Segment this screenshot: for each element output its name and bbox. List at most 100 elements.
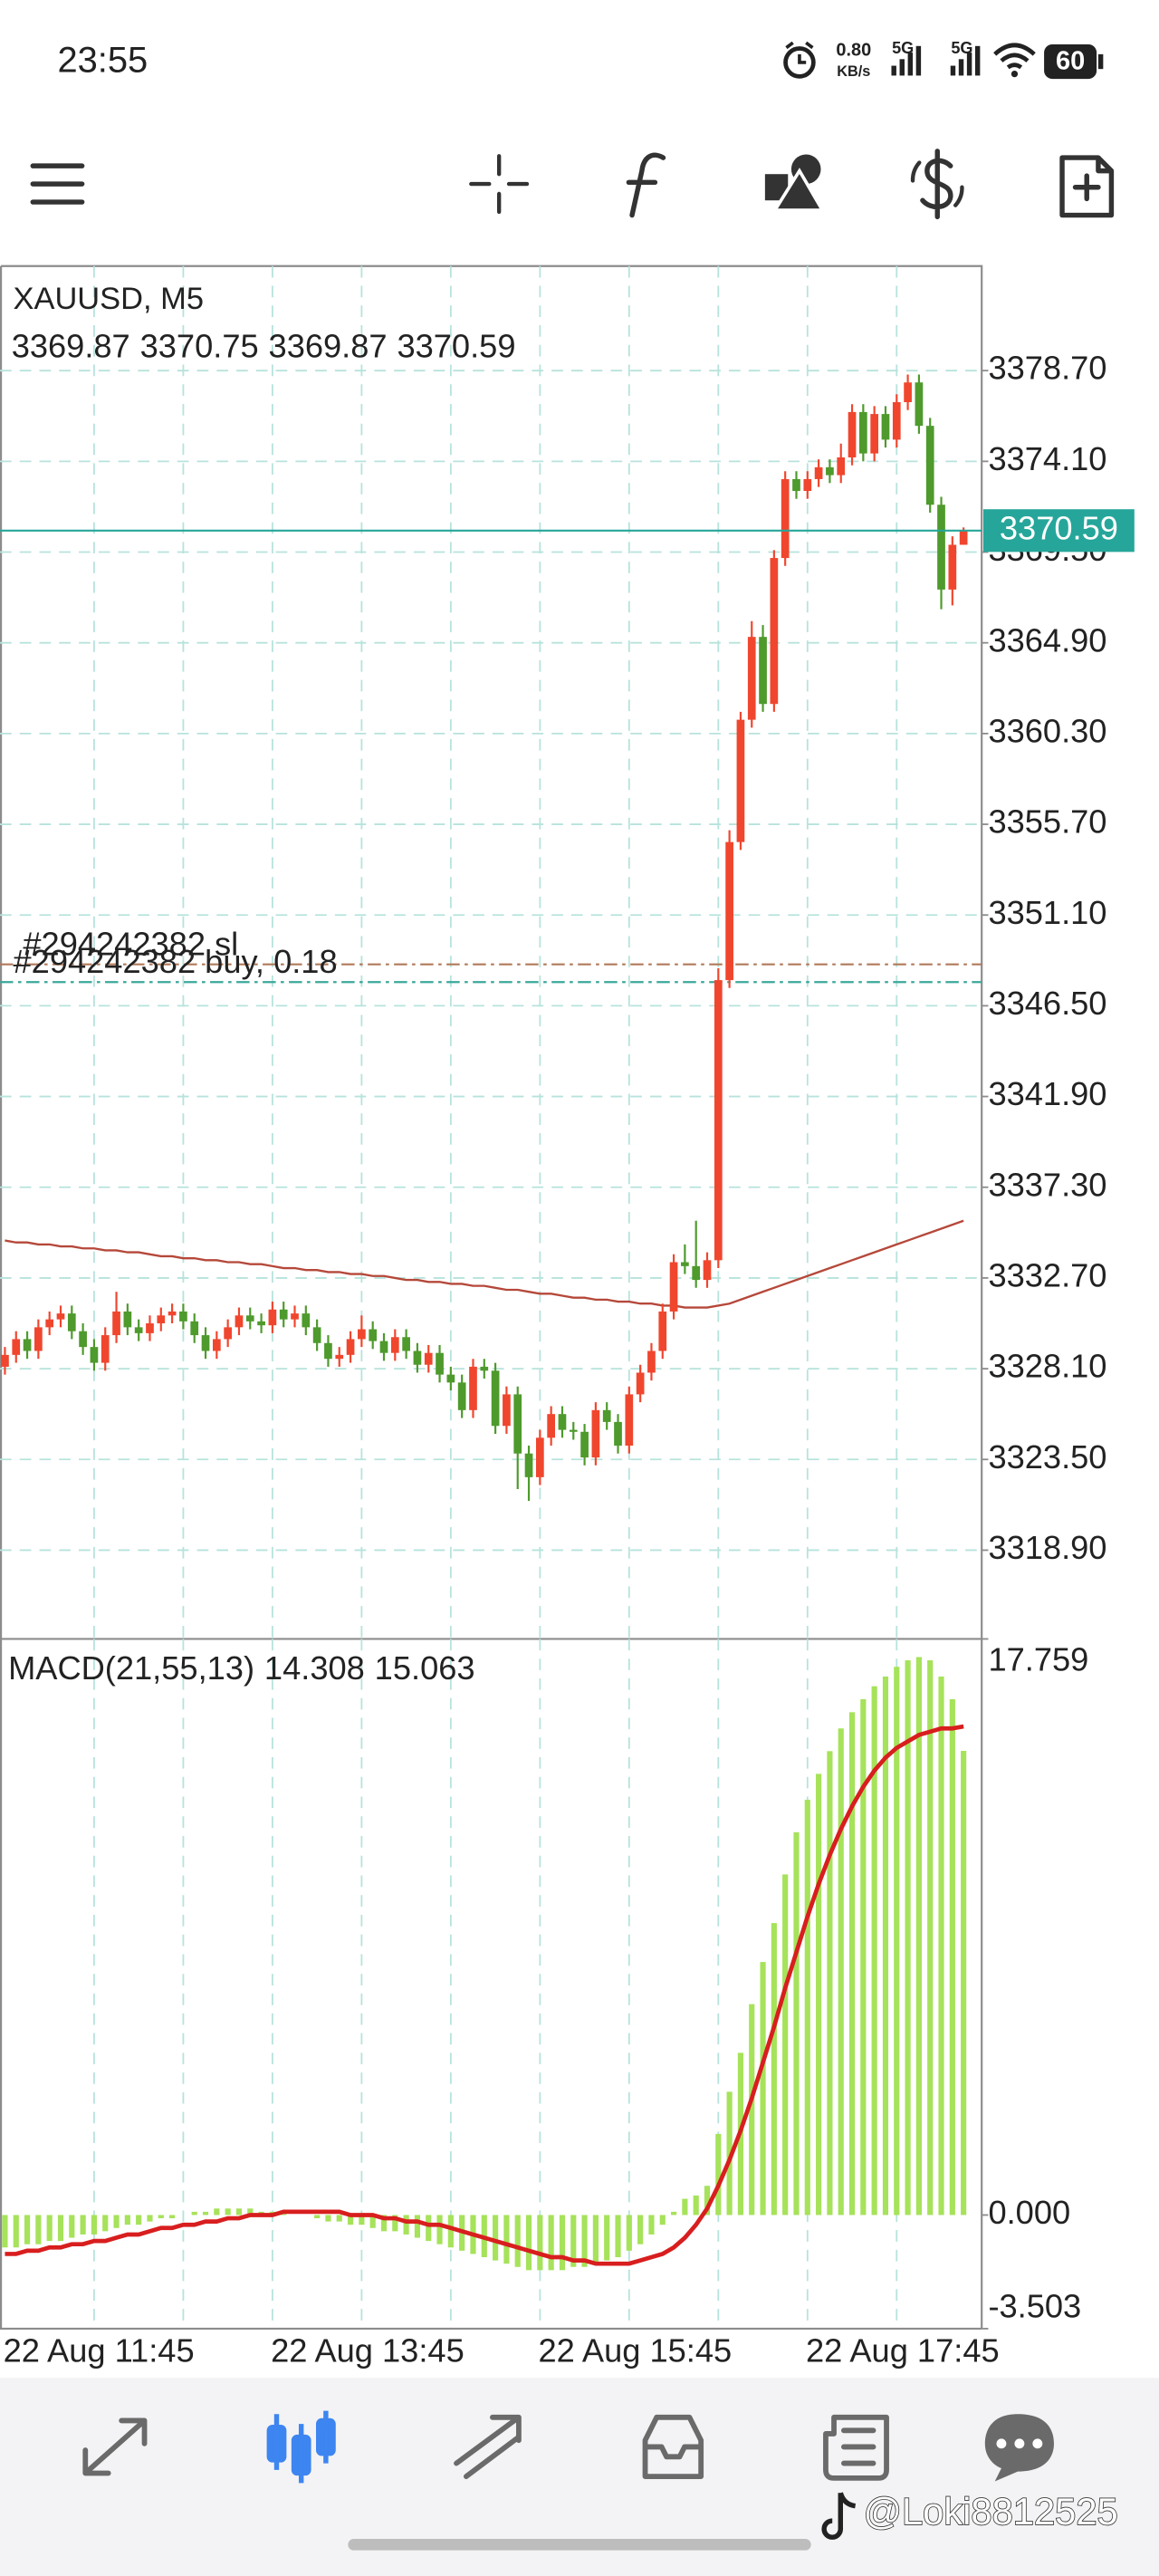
histogram-bar (938, 1676, 944, 2216)
chart-tab[interactable] (266, 2410, 336, 2484)
histogram-bar (436, 2215, 443, 2244)
net-unit: KB/s (837, 63, 870, 80)
signal-line (5, 1724, 964, 2266)
histogram-bar (848, 1712, 856, 2216)
y-tick-label: 3337.30 (988, 1166, 1106, 1203)
histogram-bar (537, 2215, 543, 2271)
candle-body (591, 1409, 600, 1458)
candle-body (904, 382, 912, 403)
menu-button[interactable] (30, 163, 85, 205)
candle-body (457, 1382, 466, 1410)
histogram-bar (648, 2215, 655, 2235)
candle-body (881, 414, 890, 440)
candle-body (402, 1337, 410, 1351)
histogram-bar (949, 1699, 955, 2216)
histogram-bar (581, 2215, 588, 2267)
y-tick-label: 17.759 (988, 1640, 1088, 1677)
candle-body (714, 980, 723, 1261)
watermark: @Loki8812525 (864, 2490, 1118, 2533)
candle-body (146, 1323, 154, 1333)
histogram-bar (493, 2215, 499, 2261)
symbol-title: XAUUSD, M5 (14, 282, 205, 316)
y-tick-label: 3374.10 (988, 440, 1106, 477)
histogram-bar (13, 2215, 19, 2248)
candle-body (602, 1409, 611, 1422)
histogram-bar (804, 1800, 810, 2216)
macd-readout: MACD(21,55,13) 14.308 15.063 (8, 1648, 474, 1686)
y-tick-label: 0.000 (988, 2194, 1070, 2231)
candle-body (658, 1311, 667, 1351)
y-tick-label: 3351.10 (988, 894, 1106, 931)
trade-tab[interactable] (454, 2414, 522, 2479)
candle-body (703, 1260, 712, 1281)
quotes-tab[interactable] (82, 2417, 148, 2476)
histogram-bar (202, 2211, 209, 2216)
histogram-bar (359, 2215, 365, 2225)
candle-body (79, 1331, 87, 1348)
candle-body (870, 414, 879, 454)
histogram-bar (704, 2186, 711, 2216)
candle-body (101, 1335, 110, 1363)
news-tab[interactable] (823, 2414, 889, 2481)
histogram-bar (225, 2208, 231, 2216)
candle-body (826, 466, 834, 476)
histogram-bar (693, 2195, 699, 2216)
candle-body (558, 1414, 567, 1430)
histogram-bar (380, 2215, 388, 2232)
new-order-button[interactable] (1059, 155, 1115, 218)
histogram-bar (860, 1699, 867, 2216)
candle-body (112, 1311, 120, 1336)
candle-body (23, 1339, 32, 1351)
histogram-bar (336, 2215, 342, 2222)
moving-average (5, 1219, 964, 1309)
battery-level: 60 (1056, 47, 1085, 76)
y-tick-label: 3378.70 (988, 350, 1106, 387)
candle-body (959, 530, 968, 545)
histogram-bar (793, 1831, 800, 2216)
histogram-bar (158, 2215, 164, 2219)
macd-value: 14.308 (264, 1648, 365, 1686)
histogram-bar (927, 1660, 934, 2216)
candle-body (925, 426, 934, 505)
crosshair-button[interactable] (469, 154, 530, 215)
candle-body (302, 1313, 311, 1328)
candle-body (469, 1366, 477, 1410)
y-tick-label: 3364.90 (988, 621, 1106, 658)
histogram-bar (80, 2215, 86, 2235)
histogram-bar (961, 1751, 967, 2216)
objects-button[interactable] (764, 154, 826, 212)
candle-body (759, 637, 767, 705)
home-indicator (348, 2538, 811, 2551)
candle-body (535, 1437, 544, 1477)
candle-body (814, 466, 823, 479)
candle-body (12, 1339, 21, 1355)
trade-button[interactable] (910, 149, 964, 220)
signal-label: 5G (892, 39, 914, 57)
histogram-bar (2, 2215, 8, 2248)
histogram-bar (247, 2208, 254, 2216)
plot-area: 22 Aug 11:45 22 Aug 13:45 22 Aug 15:45 22 A… (0, 265, 1135, 2369)
y-tick-label: 3318.90 (988, 1529, 1106, 1566)
histogram-bar (525, 2215, 532, 2271)
candle-body (636, 1372, 645, 1395)
history-tab[interactable] (642, 2414, 704, 2479)
histogram-bar (659, 2215, 666, 2225)
histogram-bar (57, 2215, 64, 2242)
candle-body (725, 841, 733, 981)
candle-body (524, 1453, 533, 1477)
candle-body (513, 1394, 522, 1454)
histogram-bar (548, 2215, 554, 2271)
candle-body (792, 478, 800, 492)
histogram-bar (726, 2091, 733, 2216)
candle-body (547, 1414, 556, 1438)
candle-body (268, 1309, 277, 1326)
candle-body (56, 1313, 65, 1320)
chat-tab[interactable] (984, 2414, 1054, 2482)
signal-label: 5G (951, 39, 972, 57)
histogram-bar (682, 2198, 688, 2216)
candle-body (747, 637, 756, 720)
candle-body (848, 411, 857, 457)
indicators-button[interactable] (626, 152, 666, 218)
candle-body (346, 1339, 355, 1355)
